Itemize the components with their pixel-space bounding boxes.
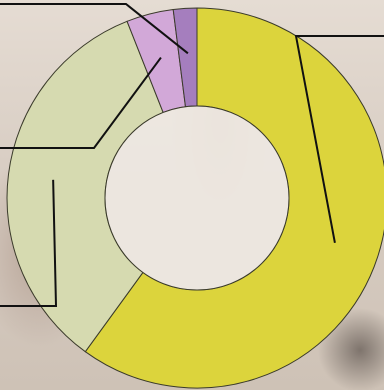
leader-lines bbox=[0, 3, 384, 307]
leader-line-1 bbox=[0, 179, 58, 307]
donut-hole bbox=[104, 105, 290, 291]
leader-line-0 bbox=[294, 35, 384, 243]
leader-line-2 bbox=[0, 56, 162, 149]
leader-line-3 bbox=[0, 3, 189, 55]
